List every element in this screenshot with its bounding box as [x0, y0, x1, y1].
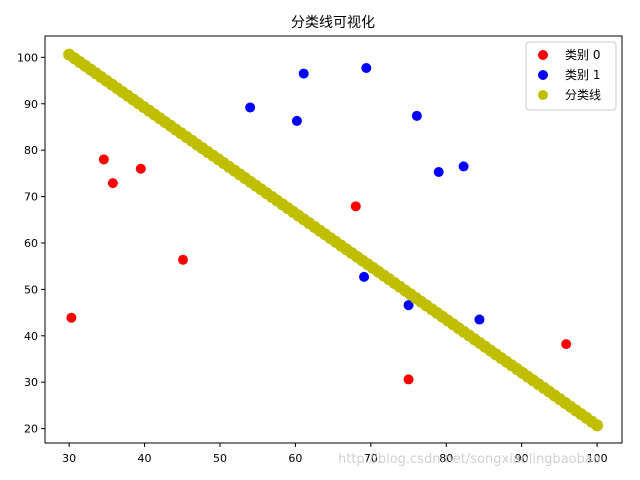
- classifier-line-point: [591, 419, 604, 432]
- class-1-point: [298, 68, 309, 79]
- class-0-point: [135, 163, 146, 174]
- y-tick-label: 30: [24, 376, 38, 389]
- legend-label: 类别 0: [565, 48, 600, 62]
- class-0-point: [107, 178, 118, 189]
- legend-marker: [538, 50, 548, 60]
- y-tick-label: 50: [24, 283, 38, 296]
- class-1-point: [411, 110, 422, 121]
- x-tick-label: 80: [439, 452, 453, 465]
- class-1-point: [291, 115, 302, 126]
- class-0-point: [350, 201, 361, 212]
- y-tick-label: 60: [24, 237, 38, 250]
- x-tick-label: 60: [288, 452, 302, 465]
- y-tick-label: 70: [24, 191, 38, 204]
- axes-frame: [44, 35, 623, 444]
- legend-marker: [538, 90, 548, 100]
- class-0-point: [98, 154, 109, 165]
- legend-label: 类别 1: [565, 68, 600, 82]
- axis-ticks: 30 40 50 60 70 80 90 100 20 30 40 50 60 70 80 90 100: [17, 51, 608, 465]
- y-tick-label: 100: [17, 51, 38, 64]
- class-1-point: [433, 166, 444, 177]
- class-0-point: [66, 312, 77, 323]
- legend-box: [525, 41, 617, 111]
- class-1-point: [474, 314, 485, 325]
- x-tick-label: 50: [213, 452, 227, 465]
- x-tick-label: 100: [587, 452, 608, 465]
- legend: 类别 0 类别 1 分类线: [525, 41, 617, 111]
- class-1-point: [361, 63, 372, 74]
- legend-marker: [538, 70, 548, 80]
- class-1-point: [403, 300, 414, 311]
- class-0-point: [403, 374, 414, 385]
- x-tick-label: 90: [515, 452, 529, 465]
- y-tick-label: 80: [24, 144, 38, 157]
- chart-title: 分类线可视化: [291, 15, 375, 31]
- class-1-point: [245, 102, 256, 113]
- x-tick-label: 70: [364, 452, 378, 465]
- plot-area: [63, 48, 604, 432]
- y-tick-label: 20: [24, 423, 38, 436]
- x-tick-label: 40: [138, 452, 152, 465]
- y-tick-label: 90: [24, 98, 38, 111]
- legend-label: 分类线: [565, 88, 601, 102]
- class-0-point: [561, 339, 572, 350]
- class-1-point: [359, 271, 370, 282]
- class-0-point: [178, 254, 189, 265]
- y-tick-label: 40: [24, 330, 38, 343]
- x-tick-label: 30: [62, 452, 76, 465]
- watermark-text: http://blog.csdn.net/songxiaolingbaobao: [338, 452, 601, 467]
- class-1-point: [458, 161, 469, 172]
